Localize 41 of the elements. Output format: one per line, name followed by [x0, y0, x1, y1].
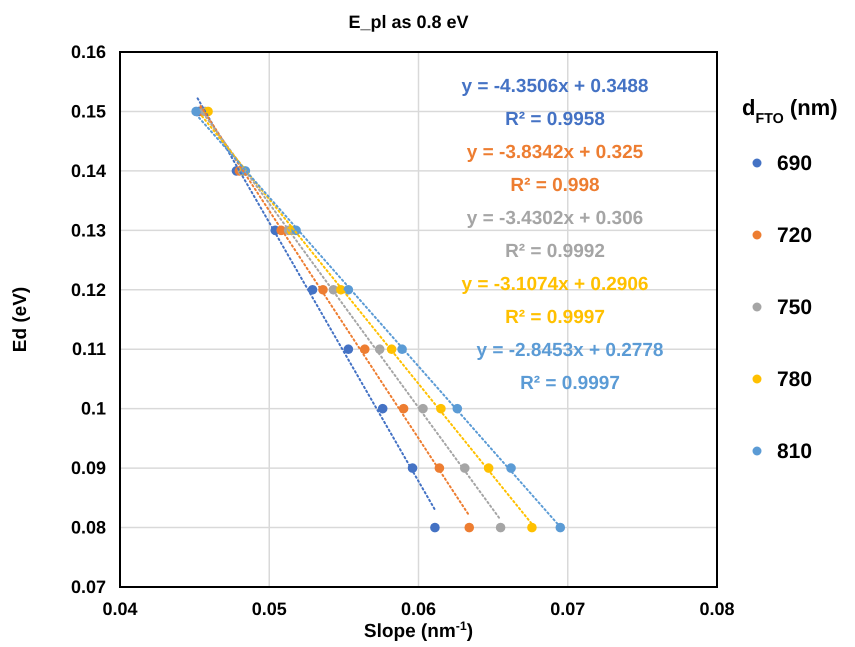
point: [344, 344, 354, 354]
x-tick-label: 0.08: [699, 599, 735, 619]
point: [464, 522, 474, 532]
annotation: y = -4.3506x + 0.3488: [462, 76, 648, 97]
point: [378, 404, 388, 414]
y-tick-label: 0.15: [70, 101, 106, 122]
annotation: y = -3.1074x + 0.2906: [462, 274, 648, 295]
legend-label: 810: [777, 440, 812, 463]
y-tick-label: 0.16: [70, 42, 106, 62]
annotation: y = -2.8453x + 0.2778: [476, 340, 664, 361]
annotation: R² = 0.9992: [505, 241, 605, 262]
x-tick-label: 0.05: [252, 599, 287, 619]
annotation: y = -3.8342x + 0.325: [466, 142, 644, 163]
annotation: R² = 0.9997: [505, 307, 605, 328]
y-tick-label: 0.14: [70, 160, 106, 181]
annotation: R² = 0.9997: [520, 373, 620, 394]
legend-label: 690: [777, 152, 812, 175]
point: [360, 344, 370, 354]
y-tick-label: 0.13: [70, 220, 106, 240]
point: [496, 522, 506, 532]
y-tick-label: 0.08: [70, 518, 106, 538]
chart-title: E_pl as 0.8 eV: [348, 12, 469, 32]
annotation: R² = 0.998: [510, 175, 600, 196]
point: [430, 522, 440, 532]
y-tick-label: 0.09: [70, 458, 106, 478]
annotation: y = -3.4302x + 0.306: [466, 208, 644, 229]
point: [527, 522, 537, 532]
y-tick-label: 0.12: [70, 280, 106, 300]
y-axis-title: Ed (eV): [10, 286, 31, 352]
x-tick-label: 0.04: [102, 599, 138, 619]
x-axis-title: Slope (nm$^{-1}$): [364, 619, 474, 642]
x-tick-label: 0.07: [550, 599, 586, 619]
legend-title: d$_{FTO}$ (nm): [742, 95, 838, 127]
y-tick-label: 0.1: [80, 398, 106, 419]
legend-label: 720: [777, 224, 812, 247]
legend-label: 780: [777, 368, 812, 391]
y-tick-label: 0.07: [70, 577, 106, 597]
legend-label: 750: [777, 296, 812, 319]
x-tick-label: 0.06: [400, 599, 436, 619]
y-tick-label: 0.11: [72, 339, 106, 360]
annotation: R² = 0.9958: [505, 109, 605, 130]
